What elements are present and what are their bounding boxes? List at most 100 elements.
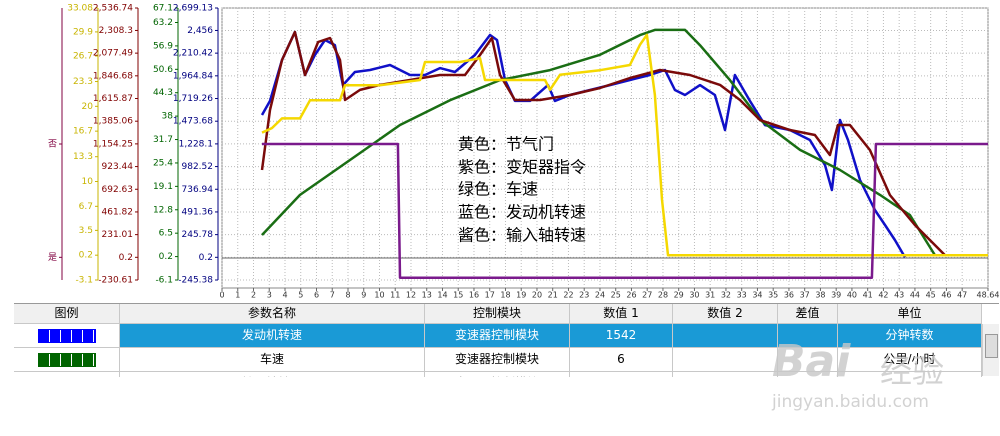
y-tick-label: -6.1	[155, 276, 173, 286]
column-header: 数值 2	[673, 304, 778, 324]
x-tick-label: 47	[957, 291, 967, 300]
y-tick-label: 19.1	[153, 182, 173, 192]
x-tick-label: 3	[267, 291, 272, 300]
annotation: 绿色：车速	[458, 180, 538, 199]
x-tick-label: 34	[752, 291, 762, 300]
table-cell[interactable]: 1542	[570, 324, 673, 348]
y-tick-label: 923.44	[102, 162, 134, 172]
y-tick-label: 10	[82, 177, 94, 187]
x-tick-label: 29	[674, 291, 684, 300]
x-tick-label: 7	[330, 291, 335, 300]
y-tick-label: 12.8	[153, 205, 173, 215]
y-tick-label: 2,308.3	[99, 26, 133, 36]
plot-frame	[221, 7, 989, 289]
x-tick-label: 35	[768, 291, 778, 300]
column-header: 差值	[778, 304, 838, 324]
x-tick-label: 16	[469, 291, 479, 300]
y-tick-label: 63.2	[153, 18, 173, 28]
table-cell[interactable]: 公里/小时	[838, 348, 982, 372]
y-tick-label: 56.9	[153, 41, 173, 51]
x-tick-label: 22	[563, 291, 573, 300]
y-tick-label: 50.6	[153, 65, 173, 75]
table-cell[interactable]	[778, 324, 838, 348]
y-tick-label: 44.3	[153, 88, 173, 98]
x-tick-label: 25	[611, 291, 621, 300]
y-tick-label: 26.7	[73, 51, 93, 61]
y-tick-label: 461.82	[102, 207, 134, 217]
y-tick-label: 2,699.13	[173, 4, 213, 14]
y-tick-label: 1,385.06	[93, 117, 133, 127]
x-tick-label: 45	[926, 291, 936, 300]
x-tick-label: 15	[453, 291, 463, 300]
legend-cell[interactable]	[14, 324, 120, 348]
series-line	[261, 28, 936, 256]
x-tick-label: 30	[689, 291, 699, 300]
table-cell[interactable]	[778, 348, 838, 372]
legend-swatch	[38, 353, 96, 367]
x-tick-label: 36	[784, 291, 794, 300]
y-tick-label: 1,719.26	[173, 94, 213, 104]
x-tick-label: 19	[516, 291, 526, 300]
x-tick-label: 27	[642, 291, 652, 300]
legend-swatch	[38, 329, 96, 343]
legend-cell[interactable]	[14, 348, 120, 372]
table-cell[interactable]: 6	[570, 348, 673, 372]
series-line	[260, 30, 946, 256]
x-tick-label: 23	[579, 291, 589, 300]
y-tick-label: 13.3	[73, 152, 93, 162]
column-header: 单位	[838, 304, 982, 324]
x-tick-label: 8	[345, 291, 350, 300]
x-tick-label: 26	[626, 291, 636, 300]
y-tick-label: 16.7	[73, 127, 93, 137]
y-tick-label: 0.2	[79, 251, 93, 261]
y-tick-label: 2,456	[187, 26, 213, 36]
y-tick-label: 23.3	[73, 77, 93, 87]
table-cell[interactable]	[673, 372, 778, 377]
annotation: 紫色：变矩器指令	[458, 158, 586, 177]
x-tick-label: 13	[422, 291, 432, 300]
x-tick-label: 41	[863, 291, 873, 300]
y-tick-label: 20	[82, 102, 94, 112]
x-tick-label: 28	[658, 291, 668, 300]
scrollbar[interactable]	[982, 324, 999, 376]
y-tick-label: 245.78	[182, 230, 214, 240]
parameter-table: 图例 参数名称 控制模块 数值 1 数值 2 差值 单位 发动机转速 变速器控制模块 1542 分钟…	[14, 303, 999, 377]
table-cell[interactable]: 车速	[120, 348, 425, 372]
table-cell[interactable]: 分钟转数	[838, 324, 982, 348]
x-tick-label: 6	[314, 291, 319, 300]
x-tick-label: 24	[595, 291, 605, 300]
column-header: 控制模块	[425, 304, 570, 324]
x-tick-label: 40	[847, 291, 857, 300]
legend-cell[interactable]	[14, 372, 120, 377]
x-tick-label: 12	[406, 291, 416, 300]
y-tick-label: 736.94	[182, 185, 214, 195]
table-cell[interactable]	[778, 372, 838, 377]
scroll-thumb[interactable]	[985, 334, 998, 358]
series-line	[261, 33, 988, 257]
x-tick-label: 37	[800, 291, 810, 300]
table-cell[interactable]: 发动机转速	[120, 324, 425, 348]
y-tick-label: 0.2	[119, 253, 133, 263]
table-cell[interactable]	[673, 324, 778, 348]
y-tick-label: 2,077.49	[93, 49, 133, 59]
series-line	[262, 142, 988, 279]
x-tick-label: 11	[390, 291, 400, 300]
table-cell[interactable]: 变速器控制模块	[425, 324, 570, 348]
x-tick-label: 46	[941, 291, 951, 300]
x-tick-label: 0	[219, 291, 224, 300]
y-tick-label: 6.7	[79, 202, 93, 212]
y-tick-label: 1,615.87	[93, 94, 133, 104]
table-cell[interactable]: 输入轴转速	[120, 372, 425, 377]
y-tick-label: 67.1	[153, 4, 173, 14]
column-header: 数值 1	[570, 304, 673, 324]
table-cell[interactable]	[673, 348, 778, 372]
y-tick-label: 是	[48, 252, 57, 263]
x-tick-label: 17	[485, 291, 495, 300]
table-cell[interactable]	[838, 372, 982, 377]
table-cell[interactable]: 变速器控制模块	[425, 372, 570, 377]
y-tick-label: 38	[162, 112, 174, 122]
x-tick-label: 20	[532, 291, 542, 300]
table-cell[interactable]: 变速器控制模块	[425, 348, 570, 372]
table-cell[interactable]	[570, 372, 673, 377]
y-tick-label: 25.4	[153, 158, 173, 168]
